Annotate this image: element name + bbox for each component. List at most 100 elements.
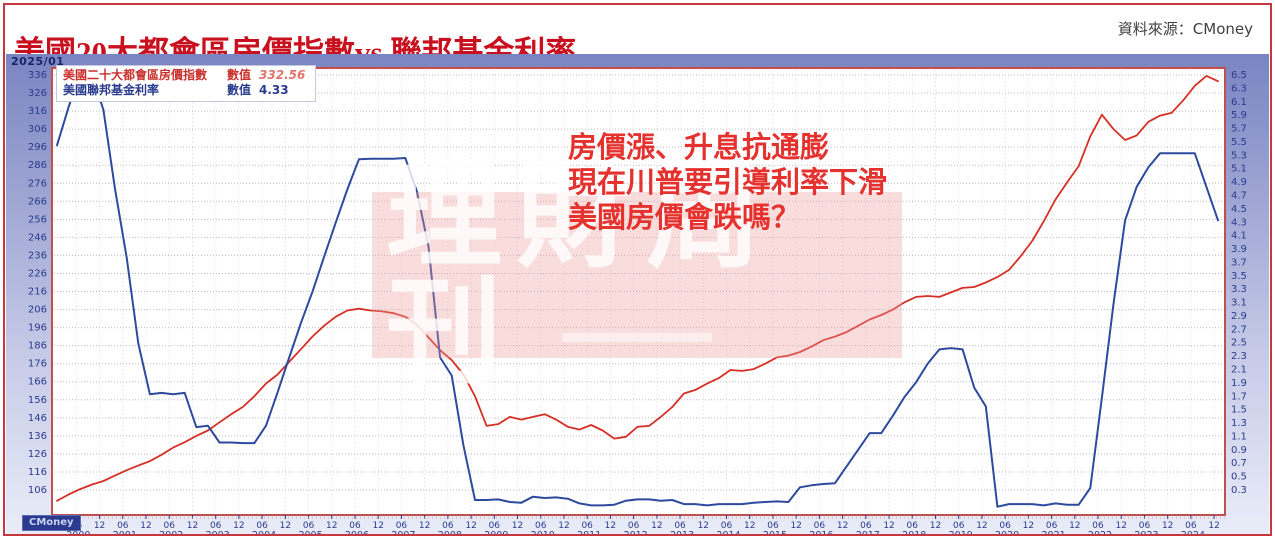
- x-axis-year-label: 2010: [531, 530, 555, 535]
- x-axis-month-label: 12: [372, 521, 383, 531]
- publisher-watermark: 理財周刊: [372, 159, 902, 391]
- x-axis-month-label: 12: [419, 521, 430, 531]
- legend-value-label: 數值: [227, 68, 252, 82]
- left-axis-tick-label: 306: [28, 124, 47, 135]
- right-axis-tick-label: 5.1: [1231, 164, 1247, 175]
- x-axis-month-label: 12: [1116, 521, 1127, 531]
- x-axis-month-label: 12: [790, 521, 801, 531]
- legend-series-name: 美國聯邦基金利率: [63, 83, 160, 97]
- left-axis-tick-label: 256: [28, 214, 47, 225]
- x-axis-year-label: 2003: [206, 530, 230, 535]
- annotation-line: 房價漲、升息抗通膨: [568, 130, 830, 164]
- x-axis-month-label: 06: [164, 521, 176, 531]
- left-axis-tick-label: 326: [28, 88, 47, 99]
- x-axis-month-label: 06: [953, 521, 965, 531]
- x-axis-month-label: 12: [94, 521, 105, 531]
- right-axis-tick-label: 5.3: [1231, 150, 1247, 161]
- x-axis-year-label: 2013: [670, 530, 694, 535]
- x-axis-year-label: 2024: [1181, 530, 1205, 535]
- x-axis-year-label: 2009: [484, 530, 508, 535]
- left-axis-tick-label: 166: [28, 377, 47, 388]
- x-axis-year-label: 2002: [159, 530, 183, 535]
- x-axis-month-label: 12: [140, 521, 151, 531]
- x-axis-year-label: 2016: [809, 530, 833, 535]
- x-axis-year-label: 2020: [995, 530, 1019, 535]
- x-axis-month-label: 12: [883, 521, 894, 531]
- chart-annotation: 房價漲、升息抗通膨 現在川普要引導利率下滑 美國房價會跌嗎？: [568, 130, 887, 235]
- x-axis-month-label: 12: [605, 521, 616, 531]
- x-axis-year-label: 2008: [438, 530, 462, 535]
- right-axis-tick-label: 1.9: [1231, 378, 1247, 389]
- x-axis-month-label: 12: [1162, 521, 1173, 531]
- x-axis-year-label: 2007: [391, 530, 415, 535]
- x-axis-month-label: 06: [1046, 521, 1058, 531]
- x-axis-year-label: 2021: [1041, 530, 1065, 535]
- right-axis-tick-label: 2.5: [1231, 338, 1247, 349]
- right-axis-tick-label: 4.1: [1231, 231, 1247, 242]
- price-rate-chart: 0620001206200112062002120620031206200412…: [28, 67, 1247, 535]
- x-axis-month-label: 12: [512, 521, 523, 531]
- x-axis-month-label: 12: [465, 521, 476, 531]
- x-axis-month-label: 06: [674, 521, 686, 531]
- x-axis-year-label: 2006: [345, 530, 369, 535]
- x-axis-year-label: 2023: [1134, 530, 1158, 535]
- left-axis-tick-label: 276: [28, 178, 47, 189]
- x-axis-month-label: 06: [489, 521, 501, 531]
- right-axis-tick-label: 1.3: [1231, 418, 1247, 429]
- legend-row-home-price: 美國二十大都會區房價指數 數值 332.56: [63, 68, 305, 83]
- cmoney-logo-badge: CMoney: [22, 515, 81, 531]
- right-axis-tick-label: 3.7: [1231, 257, 1247, 268]
- x-axis-month-label: 12: [837, 521, 848, 531]
- left-axis-tick-label: 206: [28, 305, 47, 316]
- latest-date-label: 2025/01: [11, 55, 65, 68]
- left-axis-tick-label: 336: [28, 70, 47, 81]
- x-axis-year-label: 2011: [577, 530, 601, 535]
- right-axis-tick-label: 0.9: [1231, 445, 1247, 456]
- x-axis-month-label: 12: [558, 521, 569, 531]
- x-axis-month-label: 06: [303, 521, 315, 531]
- left-axis-tick-label: 236: [28, 250, 47, 261]
- x-axis-month-label: 06: [581, 521, 593, 531]
- right-axis-tick-label: 0.5: [1231, 472, 1247, 483]
- x-axis-month-label: 06: [396, 521, 408, 531]
- x-axis-month-label: 06: [117, 521, 129, 531]
- left-axis-tick-label: 126: [28, 449, 47, 460]
- left-axis-tick-label: 286: [28, 160, 47, 171]
- right-axis-tick-label: 2.3: [1231, 351, 1247, 362]
- right-axis-tick-label: 4.7: [1231, 190, 1247, 201]
- left-axis-tick-label: 296: [28, 142, 47, 153]
- x-axis-year-label: 2000: [66, 530, 90, 535]
- right-axis-tick-label: 0.7: [1231, 458, 1247, 469]
- right-axis-tick-label: 4.9: [1231, 177, 1247, 188]
- right-axis-tick-label: 1.7: [1231, 391, 1247, 402]
- x-axis-month-label: 12: [280, 521, 291, 531]
- x-axis-month-label: 06: [767, 521, 779, 531]
- x-axis-month-label: 06: [814, 521, 826, 531]
- x-axis-month-label: 06: [721, 521, 733, 531]
- chart-widget: 0620001206200112062002120620031206200412…: [6, 54, 1269, 535]
- x-axis-month-label: 06: [256, 521, 268, 531]
- x-axis-month-label: 06: [628, 521, 640, 531]
- left-axis-tick-label: 246: [28, 232, 47, 243]
- right-axis-tick-label: 2.9: [1231, 311, 1247, 322]
- legend-value: 332.56: [259, 68, 306, 82]
- left-axis-tick-label: 136: [28, 431, 47, 442]
- x-axis-year-label: 2018: [902, 530, 926, 535]
- left-axis-tick-label: 176: [28, 359, 47, 370]
- right-axis-tick-label: 3.9: [1231, 244, 1247, 255]
- data-source: 資料來源：CMoney: [1117, 20, 1253, 38]
- right-axis-tick-label: 2.7: [1231, 324, 1247, 335]
- x-axis-year-label: 2004: [252, 530, 276, 535]
- x-axis-year-label: 2001: [113, 530, 137, 535]
- right-axis-tick-label: 5.7: [1231, 124, 1247, 135]
- x-axis-month-label: 12: [744, 521, 755, 531]
- left-axis-tick-label: 156: [28, 395, 47, 406]
- x-axis-month-label: 06: [860, 521, 872, 531]
- legend-series-name: 美國二十大都會區房價指數: [63, 68, 208, 82]
- right-axis-tick-label: 6.5: [1231, 70, 1247, 81]
- right-axis-tick-label: 0.3: [1231, 485, 1247, 496]
- x-axis-year-label: 2022: [1088, 530, 1112, 535]
- x-axis-month-label: 12: [1208, 521, 1219, 531]
- legend-value-label: 數值: [227, 83, 252, 97]
